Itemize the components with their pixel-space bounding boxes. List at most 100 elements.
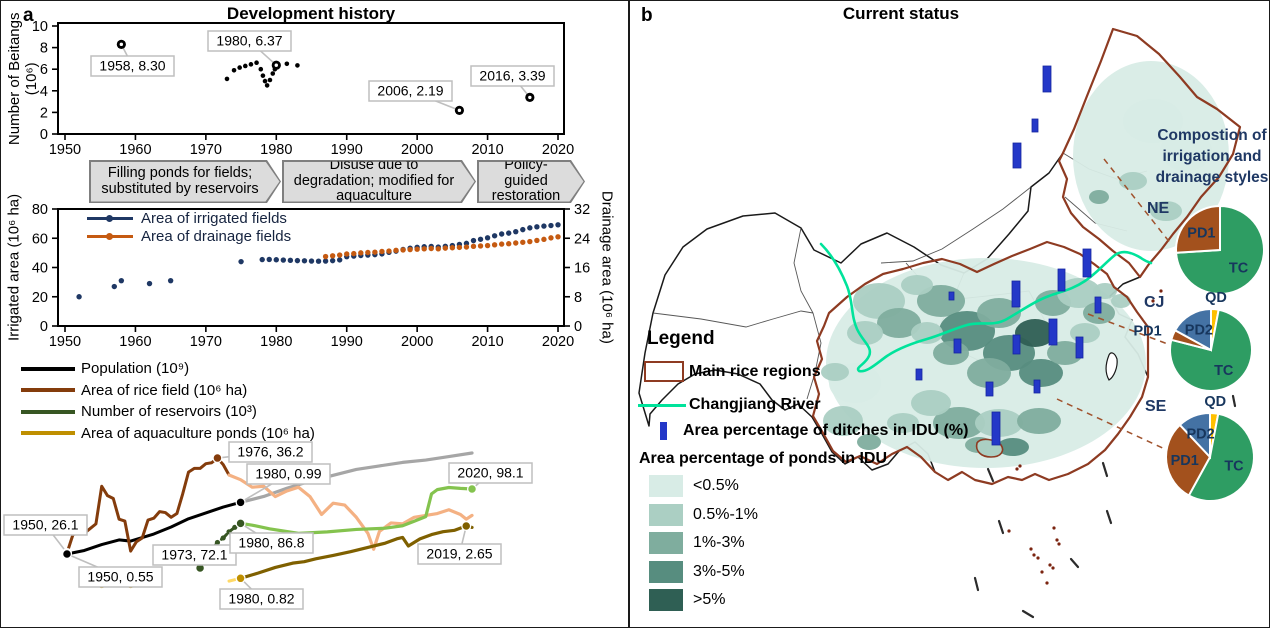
annotated-point (235, 518, 246, 529)
fields-point (76, 294, 82, 300)
fields-point (400, 247, 406, 253)
pie-slice-pd1 (1165, 423, 1212, 497)
reservoirs-pre-dot (220, 535, 226, 541)
fields-point (294, 257, 301, 264)
province-line (806, 312, 822, 400)
pie-connector (1056, 398, 1170, 452)
fields-point (287, 257, 294, 264)
panel-a-title: Development history (226, 4, 396, 23)
fields-point (456, 244, 463, 251)
annotation-text: 1980, 0.82 (228, 591, 294, 607)
beitang-point (270, 71, 276, 76)
fields-point (308, 258, 315, 264)
fields-point (506, 241, 512, 247)
beitang-y-axis-label: Number of Beitangs (10⁶) (6, 12, 40, 146)
y-tick-left-label: 60 (32, 231, 48, 247)
map-legend-title: Legend (647, 328, 715, 349)
ditch-bar (948, 291, 955, 301)
fields-point (477, 236, 484, 242)
fields-point (393, 247, 399, 254)
fields-point (273, 257, 279, 263)
fields-point (534, 237, 540, 244)
pond-density-patch (997, 438, 1029, 456)
annotated-point (235, 573, 246, 584)
island-dot (1057, 542, 1061, 546)
ditch-bar (1012, 142, 1022, 169)
china-map (638, 27, 1242, 619)
beitang-point (248, 62, 254, 67)
pond-density-patch (1019, 359, 1063, 387)
rice_field-pre-line (65, 456, 231, 555)
fields-point (498, 231, 505, 237)
pond-density-patch (1057, 278, 1101, 308)
fields-legend-item: Area of drainage fields (87, 228, 291, 245)
fields-point (435, 246, 441, 252)
trend-legend-label: Area of rice field (10⁶ ha) (81, 381, 248, 399)
island-dot (1018, 464, 1022, 468)
pond-density-patch (1160, 131, 1212, 171)
fields-point (491, 233, 498, 239)
fields-point (520, 239, 526, 245)
beitang-point (224, 76, 230, 82)
fields-point (322, 253, 329, 260)
fields-point (118, 277, 125, 284)
beitang-point (231, 67, 237, 73)
sea-boundary-dash (1105, 509, 1113, 525)
pie-slice-label: PD1 (1134, 323, 1162, 339)
y-tick-right-label: 16 (574, 261, 590, 277)
sea-boundary-dash (973, 576, 980, 592)
panel-a-label: a (23, 5, 34, 26)
pond-class-label: 0.5%-1% (693, 505, 758, 523)
pie-region-label-ne: NE (1147, 200, 1170, 217)
trend-legend-label: Area of aquaculture ponds (10⁶ ha) (81, 424, 315, 442)
river-swatch (638, 404, 686, 407)
ditch-bar (1057, 268, 1066, 292)
fields-point (463, 244, 470, 250)
trend-legend-swatch (21, 431, 75, 435)
x-tick-label: 2020 (542, 142, 574, 158)
x-tick-label: 2010 (471, 142, 503, 158)
trend-legend-swatch (21, 366, 75, 371)
fields-point (315, 258, 322, 264)
fields-point (548, 222, 554, 229)
pie-region-label-se: SE (1145, 398, 1167, 415)
annotated-point (461, 520, 472, 532)
pond-density-patch (877, 308, 921, 338)
sea-boundary-dash (997, 519, 1005, 535)
beitang-point (262, 78, 268, 84)
fields-point (428, 245, 434, 252)
ditch-bar-swatch (660, 422, 667, 440)
y-tick-left-label: 20 (32, 290, 48, 306)
trend-legend-label: Population (10⁹) (81, 360, 190, 377)
fields-chart: 1950 1960 1970 1980 1990 2000 2010 202002040608… (32, 202, 590, 350)
x-tick-label: 1990 (331, 142, 363, 158)
fields-legend-marker (87, 232, 133, 240)
beitang-point (295, 63, 300, 68)
pie-region-label-cj: CJ (1144, 294, 1165, 311)
sea-boundary-dash (1231, 394, 1237, 408)
fields-point (498, 241, 505, 247)
annotation-text: 2006, 2.19 (377, 83, 443, 99)
annotated-point (61, 548, 73, 560)
pond-density-patch (1119, 172, 1147, 190)
annotation-callout (219, 588, 304, 610)
x-tick-label: 1970 (190, 142, 222, 158)
fields-point (266, 256, 272, 263)
trend-legend-item: Area of aquaculture ponds (10⁶ ha) (21, 425, 315, 442)
pie-slice-pd1 (1175, 204, 1221, 254)
pond-density-patch (1047, 341, 1083, 365)
x-tick-label: 1960 (119, 142, 151, 158)
fields-legend-dot (106, 214, 113, 222)
pie-connector (1087, 313, 1174, 347)
phase-banner-2-text: Disuse due to degradation; modified for … (284, 162, 475, 202)
pond-density-patch (1150, 201, 1182, 221)
ditches-label: Area percentage of ditches in IDU (%) (683, 422, 969, 439)
beitang-point (254, 60, 259, 66)
fields-point (555, 234, 561, 240)
annotated-point-hole (457, 108, 462, 113)
pond-density-patch (1017, 408, 1061, 434)
pond-density-patch (823, 406, 863, 436)
fields-point (322, 258, 329, 264)
